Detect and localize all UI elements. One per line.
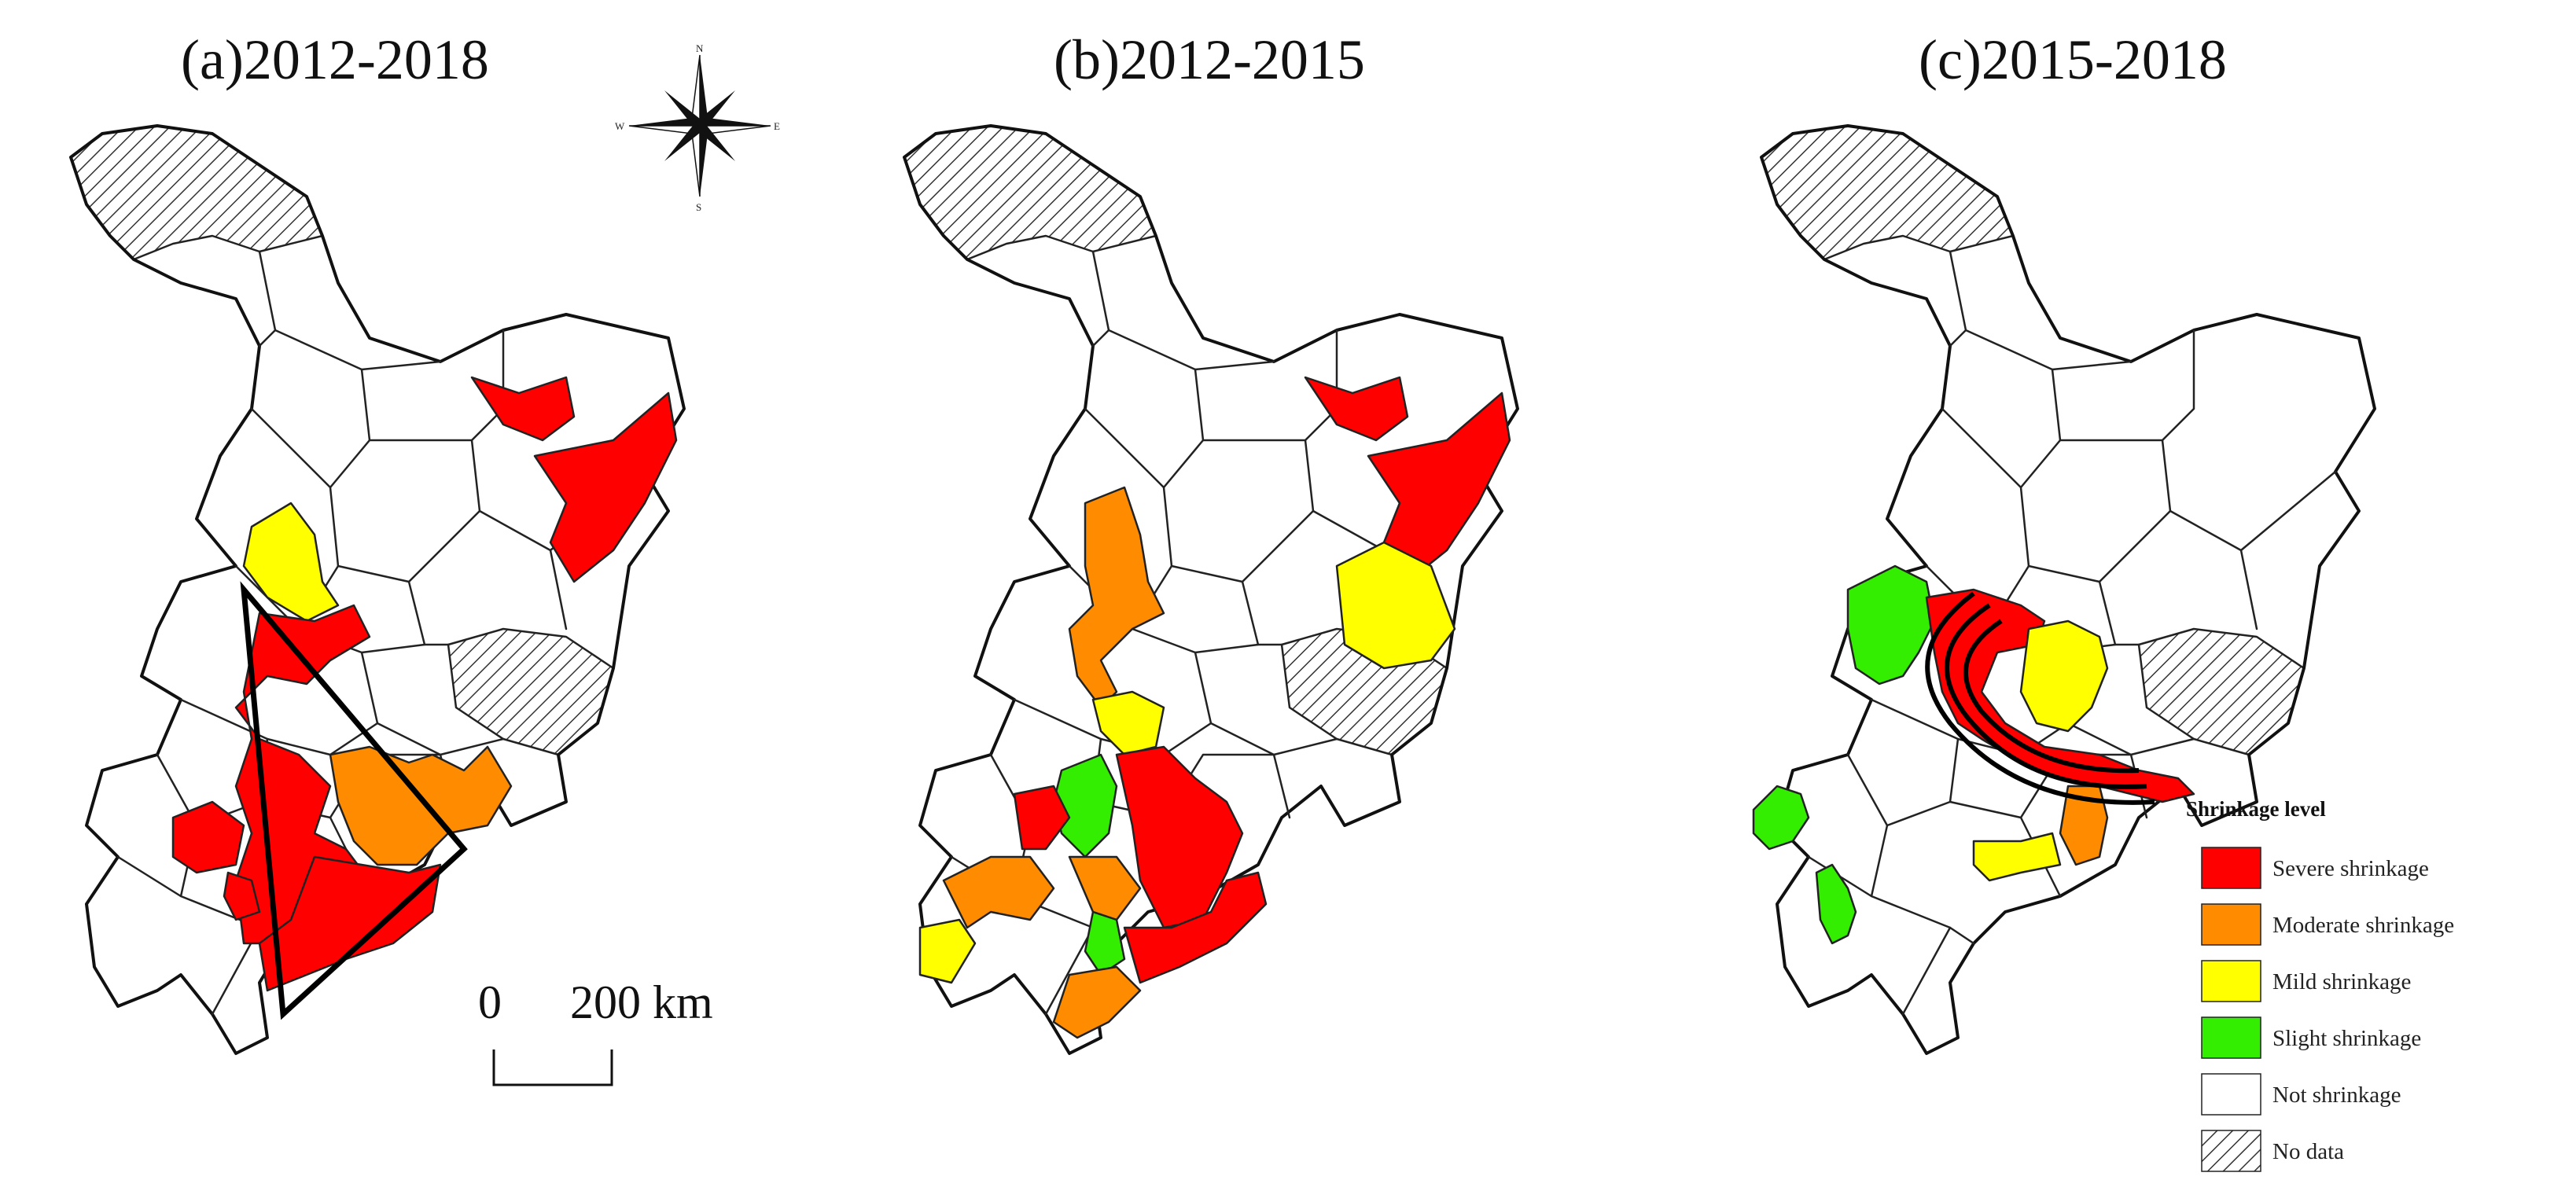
legend-item-slight: Slight shrinkage xyxy=(2201,1016,2421,1059)
region-moderate xyxy=(1052,965,1142,1039)
legend-title: Shrinkage level xyxy=(2186,797,2326,821)
region-severe xyxy=(1123,871,1268,984)
triangle-annotation xyxy=(240,581,468,1020)
legend-label-mild: Mild shrinkage xyxy=(2272,969,2411,994)
region-slight xyxy=(1846,564,1936,686)
legend-label-nodata: No data xyxy=(2272,1139,2344,1164)
compass-e: E xyxy=(774,120,780,132)
region-slight xyxy=(1752,785,1810,851)
region-severe xyxy=(470,376,576,442)
legend-label-moderate: Moderate shrinkage xyxy=(2272,913,2454,938)
region-mild xyxy=(2019,619,2109,733)
north-arrow-icon: N S E W xyxy=(615,42,780,213)
region-severe xyxy=(1013,785,1071,851)
panel-c-title: (c)2015-2018 xyxy=(1919,28,2227,91)
region-moderate xyxy=(1068,855,1142,921)
panel-c: (c)2015-2018 xyxy=(1752,28,2376,1055)
region-moderate xyxy=(329,745,513,866)
legend-label-not: Not shrinkage xyxy=(2272,1083,2401,1108)
compass-w: W xyxy=(615,120,625,132)
region-moderate xyxy=(942,855,1055,929)
panel-a-title: (a)2012-2018 xyxy=(181,28,489,91)
panel-c-map xyxy=(1752,124,2376,1055)
region-severe xyxy=(533,391,678,583)
region-severe xyxy=(223,871,261,921)
region-severe xyxy=(258,855,442,992)
region-mild xyxy=(918,918,977,984)
arc-annotation xyxy=(1925,591,2155,805)
panel-b: (b)2012-2015 xyxy=(903,28,1519,1055)
legend-item-moderate: Moderate shrinkage xyxy=(2201,903,2454,946)
legend-item-not: Not shrinkage xyxy=(2201,1073,2401,1116)
region-mild xyxy=(1972,832,2062,882)
legend: Shrinkage level Severe shrinkage Moderat… xyxy=(2186,797,2454,1172)
region-mild xyxy=(1091,690,1165,756)
compass-s: S xyxy=(696,201,701,213)
legend-item-severe: Severe shrinkage xyxy=(2201,847,2429,889)
scale-zero: 0 xyxy=(478,976,502,1028)
region-severe xyxy=(1115,745,1244,929)
region-mild xyxy=(242,502,340,623)
region-mild xyxy=(1335,541,1456,670)
legend-label-slight: Slight shrinkage xyxy=(2272,1026,2421,1051)
region-severe xyxy=(1304,376,1409,442)
panel-a-map xyxy=(69,124,686,1055)
panel-b-title: (b)2012-2015 xyxy=(1054,28,1365,91)
legend-label-severe: Severe shrinkage xyxy=(2272,856,2429,881)
region-severe xyxy=(1367,391,1511,583)
legend-item-mild: Mild shrinkage xyxy=(2201,960,2411,1002)
panel-a: (a)2012-2018 xyxy=(69,28,780,1086)
region-slight xyxy=(1084,910,1126,976)
compass-n: N xyxy=(696,42,704,54)
scale-bar: 0 200 km xyxy=(478,976,713,1086)
scale-distance: 200 km xyxy=(570,976,713,1028)
region-moderate xyxy=(1068,486,1165,709)
legend-item-nodata: No data xyxy=(2201,1130,2344,1172)
panel-b-map xyxy=(903,124,1519,1055)
region-slight xyxy=(1815,863,1857,945)
region-severe xyxy=(171,800,245,874)
